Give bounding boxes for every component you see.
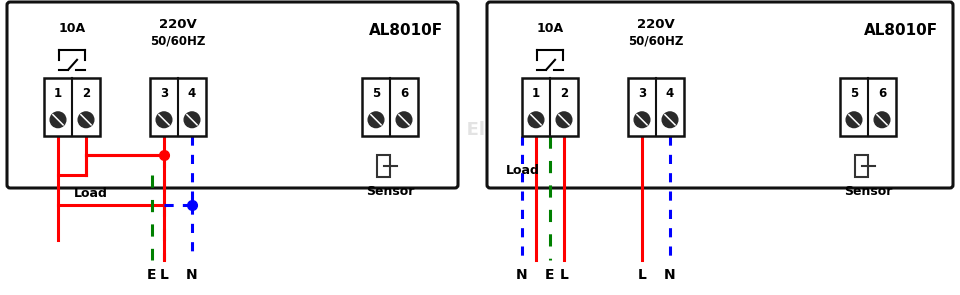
Circle shape: [156, 112, 172, 128]
Circle shape: [846, 112, 862, 128]
FancyBboxPatch shape: [7, 2, 458, 188]
Text: 1: 1: [532, 87, 540, 100]
Text: 3: 3: [160, 87, 168, 100]
Text: 220V: 220V: [159, 18, 197, 31]
Text: 2: 2: [560, 87, 568, 100]
Text: N: N: [516, 268, 528, 282]
Text: Load: Load: [74, 187, 108, 200]
Text: E: E: [545, 268, 555, 282]
Bar: [840, 78, 896, 136]
Text: AL8010F: AL8010F: [864, 23, 938, 38]
Bar: [377, 155, 390, 177]
Text: 1: 1: [54, 87, 62, 100]
Circle shape: [184, 112, 200, 128]
Text: Sensor: Sensor: [844, 185, 892, 198]
Circle shape: [369, 112, 384, 128]
Text: 4: 4: [188, 87, 196, 100]
Text: 5: 5: [850, 87, 858, 100]
Text: 4: 4: [666, 87, 674, 100]
Text: 6: 6: [877, 87, 886, 100]
FancyBboxPatch shape: [487, 2, 953, 188]
Circle shape: [78, 112, 94, 128]
Circle shape: [396, 112, 412, 128]
Text: Load: Load: [506, 163, 540, 176]
Circle shape: [875, 112, 890, 128]
Bar: [44, 78, 100, 136]
Text: 50/60HZ: 50/60HZ: [151, 34, 205, 47]
Circle shape: [662, 112, 678, 128]
Text: 6: 6: [400, 87, 408, 100]
Circle shape: [50, 112, 66, 128]
Bar: [628, 78, 684, 136]
Text: E: E: [147, 268, 156, 282]
Circle shape: [528, 112, 543, 128]
Bar: [522, 78, 578, 136]
Text: L: L: [159, 268, 168, 282]
Text: N: N: [664, 268, 676, 282]
Circle shape: [635, 112, 650, 128]
Text: 3: 3: [638, 87, 646, 100]
Bar: [855, 155, 868, 177]
Text: AL8010F: AL8010F: [369, 23, 443, 38]
Text: 2: 2: [82, 87, 90, 100]
Text: HOWDE Electronics: HOWDE Electronics: [383, 121, 577, 139]
Circle shape: [556, 112, 572, 128]
Bar: [150, 78, 206, 136]
Text: N: N: [186, 268, 198, 282]
Text: L: L: [560, 268, 568, 282]
Text: 10A: 10A: [59, 22, 85, 35]
Text: 220V: 220V: [637, 18, 675, 31]
Text: Sensor: Sensor: [366, 185, 414, 198]
Text: 50/60HZ: 50/60HZ: [628, 34, 684, 47]
Text: 5: 5: [372, 87, 380, 100]
Text: L: L: [637, 268, 646, 282]
Text: 10A: 10A: [537, 22, 564, 35]
Bar: [362, 78, 418, 136]
